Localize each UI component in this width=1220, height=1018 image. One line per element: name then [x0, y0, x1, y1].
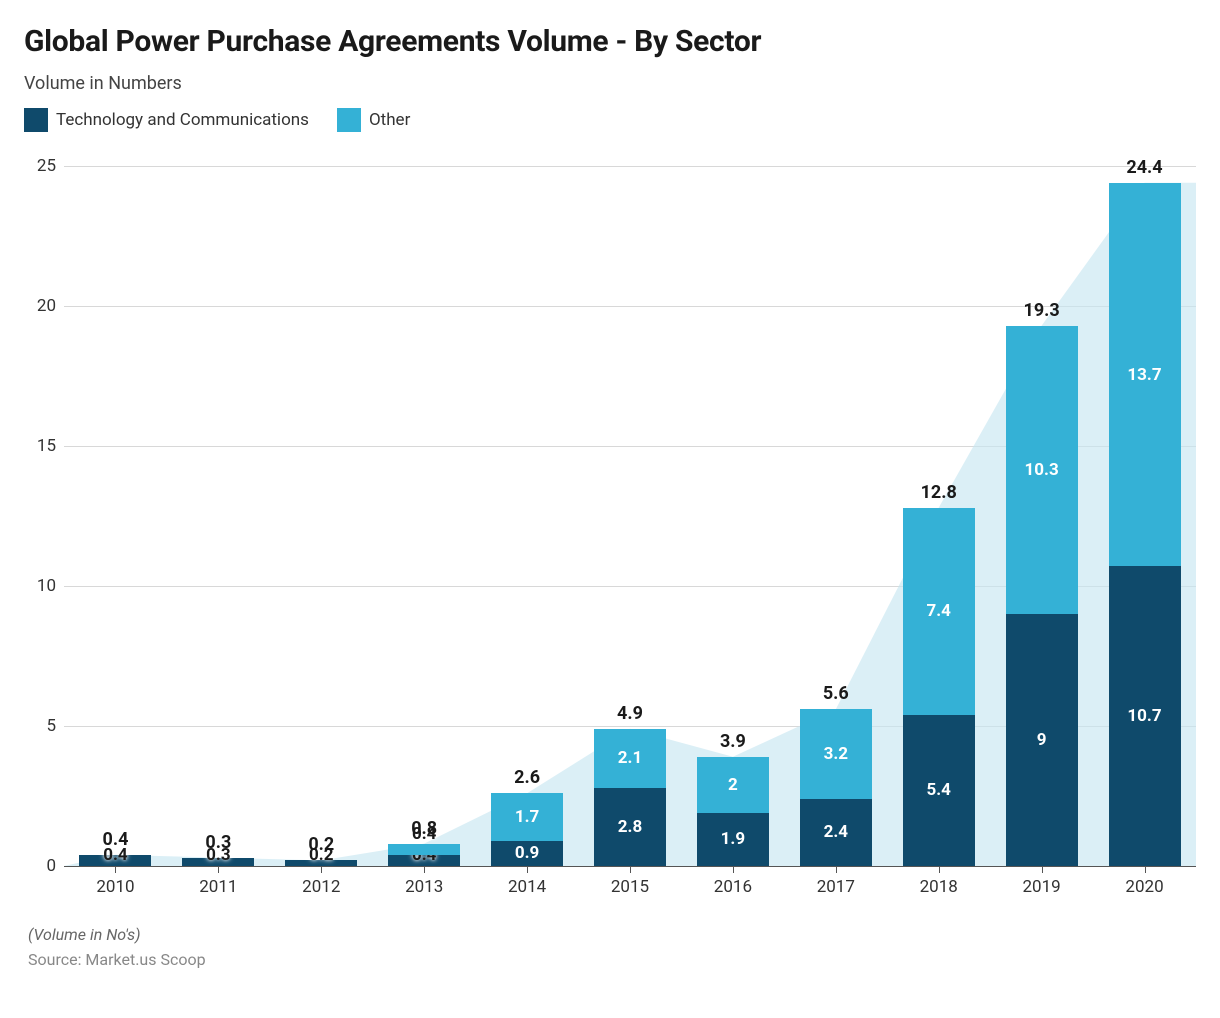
- bar-value-tech: 2.8: [594, 817, 666, 837]
- legend-item-other: Other: [337, 108, 410, 132]
- bar-segment-tech: 2.4: [800, 799, 872, 866]
- x-axis: 2010201120122013201420152016201720182019…: [64, 866, 1196, 897]
- x-tick-label: 2012: [270, 867, 373, 897]
- bar-value-tech: 5.4: [903, 780, 975, 800]
- bar: 2.43.25.6: [800, 709, 872, 866]
- bar-value-tech: 0.9: [491, 843, 563, 863]
- chart-subtitle: Volume in Numbers: [24, 73, 1196, 94]
- legend-swatch-other: [337, 108, 361, 132]
- bar-value-other: 10.3: [1006, 460, 1078, 480]
- bar-slot: 0.40.4: [64, 166, 167, 866]
- bar-segment-tech: 10.7: [1109, 566, 1181, 866]
- bar: 2.82.14.9: [594, 729, 666, 866]
- bar-value-other: 1.7: [491, 807, 563, 827]
- bar: 0.91.72.6: [491, 793, 563, 866]
- x-tick-label: 2017: [784, 867, 887, 897]
- bar: 10.713.724.4: [1109, 183, 1181, 866]
- bar-segment-other: 7.4: [903, 508, 975, 715]
- bar-value-other: 3.2: [800, 744, 872, 764]
- bar-segment-tech: 0.4: [79, 855, 151, 866]
- bar: 5.47.412.8: [903, 508, 975, 866]
- y-tick-label: 5: [24, 716, 56, 736]
- x-tick-label: 2014: [476, 867, 579, 897]
- x-tick-label: 2010: [64, 867, 167, 897]
- bar-value-tech: 1.9: [697, 829, 769, 849]
- bar-value-tech: 2.4: [800, 822, 872, 842]
- bar-value-other: 7.4: [903, 601, 975, 621]
- legend-swatch-tech: [24, 108, 48, 132]
- bar-total-label: 0.8: [388, 818, 460, 839]
- chart-title: Global Power Purchase Agreements Volume …: [24, 24, 1196, 59]
- bar-slot: 0.9 1.7 2.6: [476, 166, 579, 866]
- x-tick-label: 2019: [990, 867, 1093, 897]
- bar-segment-tech: 0.3: [182, 858, 254, 866]
- legend-label-tech: Technology and Communications: [56, 110, 309, 130]
- legend-label-other: Other: [369, 110, 410, 130]
- bar-slot: 5.4 7.4 12.8: [887, 166, 990, 866]
- bar-segment-other: 1.7: [491, 793, 563, 841]
- bar-segment-tech: 9: [1006, 614, 1078, 866]
- bar-total-label: 0.4: [79, 829, 151, 850]
- x-tick-label: 2020: [1093, 867, 1196, 897]
- bar-segment-tech: 1.9: [697, 813, 769, 866]
- bar-slot: 9 10.3 19.3: [990, 166, 1093, 866]
- bar-segment-other: 2.1: [594, 729, 666, 788]
- bar-segment-tech: 5.4: [903, 715, 975, 866]
- bar-value-other: 2: [697, 775, 769, 795]
- bar-slot: 2.4 3.2 5.6: [784, 166, 887, 866]
- bar-segment-tech: 0.9: [491, 841, 563, 866]
- x-tick-label: 2016: [681, 867, 784, 897]
- x-tick-label: 2018: [887, 867, 990, 897]
- bar-total-label: 24.4: [1109, 157, 1181, 178]
- bar-slot: 0.40.4 0.8: [373, 166, 476, 866]
- bar-segment-other: 3.2: [800, 709, 872, 799]
- bar: 910.319.3: [1006, 326, 1078, 866]
- bar-slot: 1.9 2 3.9: [681, 166, 784, 866]
- bar-slot: 2.8 2.1 4.9: [579, 166, 682, 866]
- x-tick-label: 2013: [373, 867, 476, 897]
- bar-slot: 0.20.2: [270, 166, 373, 866]
- plot-area: 0510152025 0.40.40.30.30.20.20.40.40.80.…: [64, 166, 1196, 866]
- bars: 0.40.40.30.30.20.20.40.40.80.91.72.62.82…: [64, 166, 1196, 866]
- x-tick-label: 2015: [579, 867, 682, 897]
- bar-slot: 0.3 0.3: [167, 166, 270, 866]
- chart-footer: (Volume in No's) Source: Market.us Scoop: [28, 925, 1196, 969]
- y-tick-label: 25: [24, 156, 56, 176]
- bar-total-label: 4.9: [594, 703, 666, 724]
- bar: 0.40.40.8: [388, 844, 460, 866]
- chart-footnote: (Volume in No's): [28, 925, 1196, 944]
- bar-total-label: 5.6: [800, 683, 872, 704]
- bar-segment-tech: 0.4: [388, 855, 460, 866]
- legend: Technology and Communications Other: [24, 108, 1196, 132]
- bar-segment-other: 0.4: [388, 844, 460, 855]
- bar-value-other: 2.1: [594, 748, 666, 768]
- chart-source: Source: Market.us Scoop: [28, 950, 1196, 969]
- bar-total-label: 2.6: [491, 767, 563, 788]
- bar-slot: 10.713.724.4: [1093, 166, 1196, 866]
- bar-total-label: 3.9: [697, 731, 769, 752]
- bar-value-other: 13.7: [1109, 365, 1181, 385]
- y-tick-label: 10: [24, 576, 56, 596]
- bar-total-label: 19.3: [1006, 300, 1078, 321]
- bar-segment-other: 13.7: [1109, 183, 1181, 567]
- bar-value-tech: 9: [1006, 730, 1078, 750]
- y-tick-label: 0: [24, 856, 56, 876]
- y-tick-label: 20: [24, 296, 56, 316]
- bar-total-label: 0.2: [285, 834, 357, 855]
- bar-total-label: 12.8: [903, 482, 975, 503]
- chart-container: Global Power Purchase Agreements Volume …: [24, 24, 1196, 969]
- y-tick-label: 15: [24, 436, 56, 456]
- bar-segment-tech: 2.8: [594, 788, 666, 866]
- bar: 0.40.4: [79, 855, 151, 866]
- bar-total-label: 0.3: [182, 832, 254, 853]
- legend-item-tech: Technology and Communications: [24, 108, 309, 132]
- x-tick-label: 2011: [167, 867, 270, 897]
- bar-value-tech: 10.7: [1109, 706, 1181, 726]
- bar-segment-other: 2: [697, 757, 769, 813]
- bar-segment-other: 10.3: [1006, 326, 1078, 614]
- bar: 1.923.9: [697, 757, 769, 866]
- bar: 0.30.3: [182, 858, 254, 866]
